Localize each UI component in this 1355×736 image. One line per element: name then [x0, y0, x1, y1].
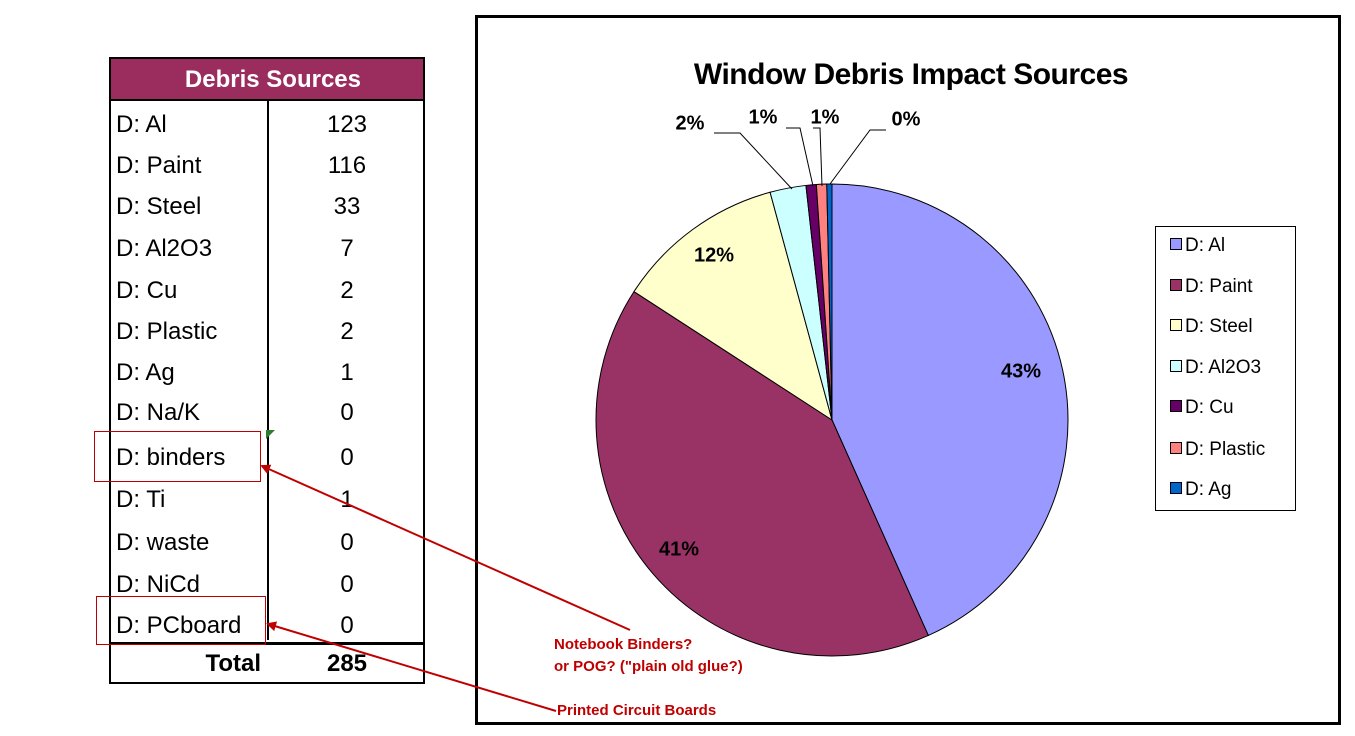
chart-title: Window Debris Impact Sources	[693, 58, 1129, 91]
legend-label: D: Paint	[1185, 276, 1253, 297]
legend-swatch	[1170, 400, 1182, 412]
row-value: 1	[340, 486, 354, 513]
row-label: D: Al	[116, 111, 167, 138]
binders-note: Notebook Binders? or POG? ("plain old gl…	[554, 634, 743, 678]
binders-note-line1: Notebook Binders?	[554, 636, 693, 653]
table-row: D: Ag 1	[111, 352, 423, 394]
row-label: D: Plastic	[116, 318, 218, 345]
row-value: 0	[340, 399, 354, 426]
legend-swatch	[1170, 442, 1182, 454]
row-value: 7	[340, 235, 354, 262]
table-row: D: Plastic 2	[111, 311, 423, 353]
table-row: D: Al 123	[111, 104, 423, 146]
legend-label: D: Ag	[1185, 479, 1232, 500]
legend-label: D: Steel	[1185, 316, 1253, 337]
row-label: D: Paint	[116, 152, 202, 179]
legend-swatch	[1170, 238, 1182, 250]
table-row: D: Na/K 0	[111, 392, 423, 434]
row-label: D: Na/K	[116, 399, 201, 426]
legend-item: D: Al2O3	[1170, 358, 1261, 378]
legend-label: D: Plastic	[1185, 439, 1266, 460]
binders-note-line2: or POG? ("plain old glue?)	[554, 658, 743, 675]
total-label: Total	[205, 650, 261, 677]
row-value: 2	[340, 277, 354, 304]
row-value: 0	[340, 571, 354, 598]
total-value: 285	[326, 650, 368, 677]
legend-label: D: Al2O3	[1185, 357, 1262, 378]
legend-item: D: Cu	[1170, 398, 1234, 418]
legend-item: D: Al	[1170, 236, 1225, 256]
cell-comment-marker	[266, 430, 275, 439]
row-label: D: Ti	[116, 486, 166, 513]
row-value: 0	[340, 612, 354, 639]
legend-item: D: Ag	[1170, 480, 1231, 500]
table-row: D: Ti 1	[111, 479, 423, 521]
chart-legend: D: Al D: Paint D: Steel D: Al2O3 D: Cu D…	[1155, 226, 1296, 511]
row-value: 2	[340, 318, 354, 345]
row-value: 0	[340, 529, 354, 556]
row-label: D: PCboard	[116, 612, 242, 639]
debris-sources-table: Debris Sources D: Al 123 D: Paint 116 D:…	[109, 57, 425, 684]
row-value: 0	[340, 444, 354, 471]
legend-swatch	[1170, 360, 1182, 372]
total-row: Total 285	[111, 642, 423, 682]
row-value: 116	[327, 152, 367, 179]
binders-highlight-box	[94, 431, 261, 482]
table-row: D: Cu 2	[111, 270, 423, 312]
row-label: D: waste	[116, 529, 210, 556]
pcboard-note: Printed Circuit Boards	[557, 702, 717, 719]
row-value: 1	[340, 359, 354, 386]
table-header: Debris Sources	[111, 59, 423, 101]
row-label: D: Steel	[116, 193, 202, 220]
legend-item: D: Paint	[1170, 277, 1253, 297]
column-divider	[267, 101, 269, 640]
pcboard-highlight-box	[96, 596, 266, 645]
legend-label: D: Cu	[1185, 397, 1234, 418]
legend-item: D: Steel	[1170, 317, 1253, 337]
row-label: D: Ag	[116, 359, 175, 386]
table-row: D: Al2O3 7	[111, 228, 423, 270]
table-row: D: Paint 116	[111, 145, 423, 187]
row-label: D: Al2O3	[116, 235, 213, 262]
legend-label: D: Al	[1185, 235, 1226, 256]
legend-swatch	[1170, 279, 1182, 291]
row-label: D: Cu	[116, 277, 178, 304]
legend-swatch	[1170, 482, 1182, 494]
table-row: D: Steel 33	[111, 186, 423, 228]
table-row: D: waste 0	[111, 522, 423, 564]
legend-swatch	[1170, 319, 1182, 331]
row-value: 33	[333, 193, 361, 220]
row-label: D: NiCd	[116, 571, 201, 598]
legend-item: D: Plastic	[1170, 440, 1265, 460]
table-row: D: binders 0	[111, 437, 423, 479]
row-value: 123	[326, 111, 368, 138]
row-label: D: binders	[116, 444, 226, 471]
